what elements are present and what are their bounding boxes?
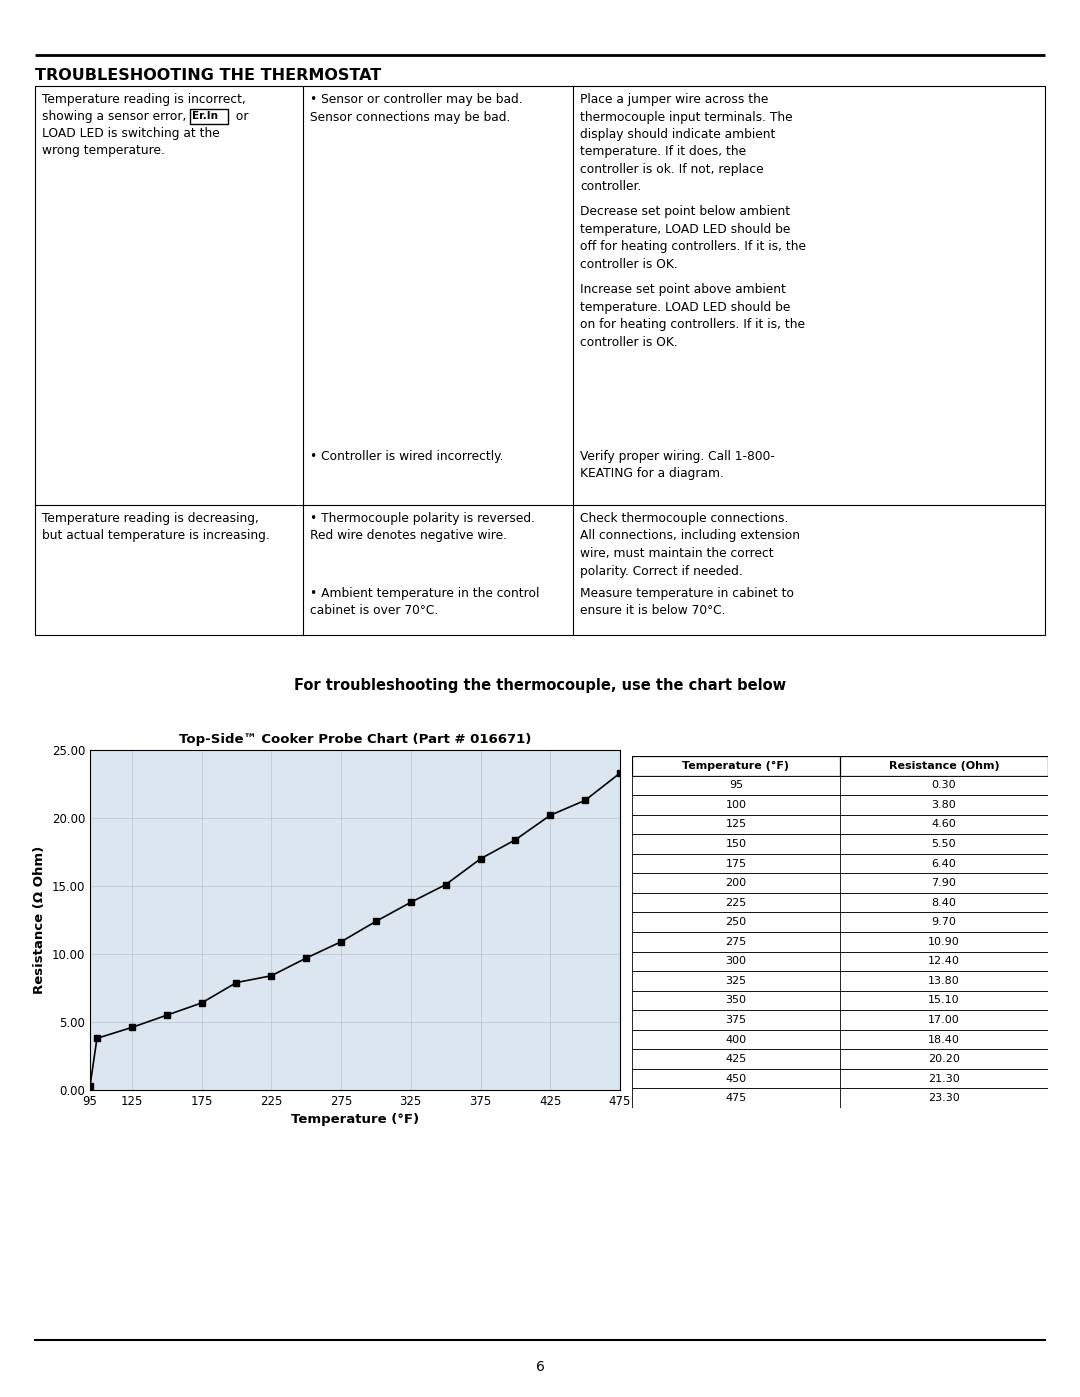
Text: • Ambient temperature in the control
cabinet is over 70°C.: • Ambient temperature in the control cab… [310,587,539,617]
Text: 450: 450 [726,1074,746,1084]
Text: Place a jumper wire across the
thermocouple input terminals. The
display should : Place a jumper wire across the thermocou… [580,94,793,194]
Text: 275: 275 [726,937,746,947]
Text: Verify proper wiring. Call 1-800-
KEATING for a diagram.: Verify proper wiring. Call 1-800- KEATIN… [580,450,774,481]
Bar [632,912,1048,932]
Bar [632,932,1048,951]
Text: 8.40: 8.40 [932,898,957,908]
Text: 425: 425 [726,1055,746,1065]
Text: LOAD LED is switching at the: LOAD LED is switching at the [42,127,219,140]
Bar [632,951,1048,971]
Bar [632,795,1048,814]
Text: 23.30: 23.30 [928,1094,960,1104]
Text: 13.80: 13.80 [928,977,960,986]
Text: Er.In: Er.In [192,110,218,122]
Text: 0.30: 0.30 [932,781,956,791]
Bar [632,1069,1048,1088]
Text: 7.90: 7.90 [932,879,957,888]
Y-axis label: Resistance (Ω Ohm): Resistance (Ω Ohm) [33,845,46,995]
Text: showing a sensor error,: showing a sensor error, [42,110,187,123]
Text: For troubleshooting the thermocouple, use the chart below: For troubleshooting the thermocouple, us… [294,678,786,693]
Text: Temperature (°F): Temperature (°F) [683,761,789,771]
Text: • Controller is wired incorrectly.: • Controller is wired incorrectly. [310,450,503,462]
Bar [632,1088,1048,1108]
Text: 18.40: 18.40 [928,1035,960,1045]
Title: Top-Side™ Cooker Probe Chart (Part # 016671): Top-Side™ Cooker Probe Chart (Part # 016… [179,733,531,746]
Text: 250: 250 [726,918,746,928]
Text: Increase set point above ambient
temperature. LOAD LED should be
on for heating : Increase set point above ambient tempera… [580,284,805,348]
Bar [35,87,1045,636]
Text: 6.40: 6.40 [932,859,957,869]
Text: Measure temperature in cabinet to
ensure it is below 70°C.: Measure temperature in cabinet to ensure… [580,587,794,617]
Text: Temperature reading is incorrect,: Temperature reading is incorrect, [42,94,246,106]
Bar [632,873,1048,893]
Text: 15.10: 15.10 [928,996,960,1006]
Text: 21.30: 21.30 [928,1074,960,1084]
Text: 100: 100 [726,800,746,810]
Text: 225: 225 [726,898,746,908]
Bar [632,775,1048,795]
Text: Decrease set point below ambient
temperature, LOAD LED should be
off for heating: Decrease set point below ambient tempera… [580,205,806,271]
Text: 400: 400 [726,1035,746,1045]
Text: 10.90: 10.90 [928,937,960,947]
Text: 350: 350 [726,996,746,1006]
Bar [632,834,1048,854]
Text: • Sensor or controller may be bad.
Sensor connections may be bad.: • Sensor or controller may be bad. Senso… [310,94,523,123]
Bar [632,971,1048,990]
Text: 125: 125 [726,820,746,830]
Text: Check thermocouple connections.
All connections, including extension
wire, must : Check thermocouple connections. All conn… [580,511,800,577]
Text: 12.40: 12.40 [928,957,960,967]
Bar [632,756,1048,775]
Bar [632,1030,1048,1049]
Text: 17.00: 17.00 [928,1016,960,1025]
Text: 6: 6 [536,1361,544,1375]
Text: Resistance (Ohm): Resistance (Ohm) [889,761,999,771]
Text: 5.50: 5.50 [932,840,956,849]
Text: 9.70: 9.70 [932,918,957,928]
Text: 3.80: 3.80 [932,800,957,810]
Text: wrong temperature.: wrong temperature. [42,144,165,156]
Text: Temperature reading is decreasing,
but actual temperature is increasing.: Temperature reading is decreasing, but a… [42,511,270,542]
Bar [632,893,1048,912]
Text: or: or [232,110,248,123]
Bar [632,1049,1048,1069]
Text: 300: 300 [726,957,746,967]
Text: • Thermocouple polarity is reversed.
Red wire denotes negative wire.: • Thermocouple polarity is reversed. Red… [310,511,535,542]
Text: 325: 325 [726,977,746,986]
Text: 175: 175 [726,859,746,869]
X-axis label: Temperature (°F): Temperature (°F) [291,1113,419,1126]
Bar [632,990,1048,1010]
Text: 20.20: 20.20 [928,1055,960,1065]
Text: TROUBLESHOOTING THE THERMOSTAT: TROUBLESHOOTING THE THERMOSTAT [35,68,381,82]
Bar [632,854,1048,873]
Text: 375: 375 [726,1016,746,1025]
Bar [632,1010,1048,1030]
Text: 95: 95 [729,781,743,791]
Text: 475: 475 [726,1094,746,1104]
Text: 4.60: 4.60 [932,820,957,830]
Text: 150: 150 [726,840,746,849]
Bar [632,814,1048,834]
Bar [190,109,228,124]
Text: 200: 200 [726,879,746,888]
